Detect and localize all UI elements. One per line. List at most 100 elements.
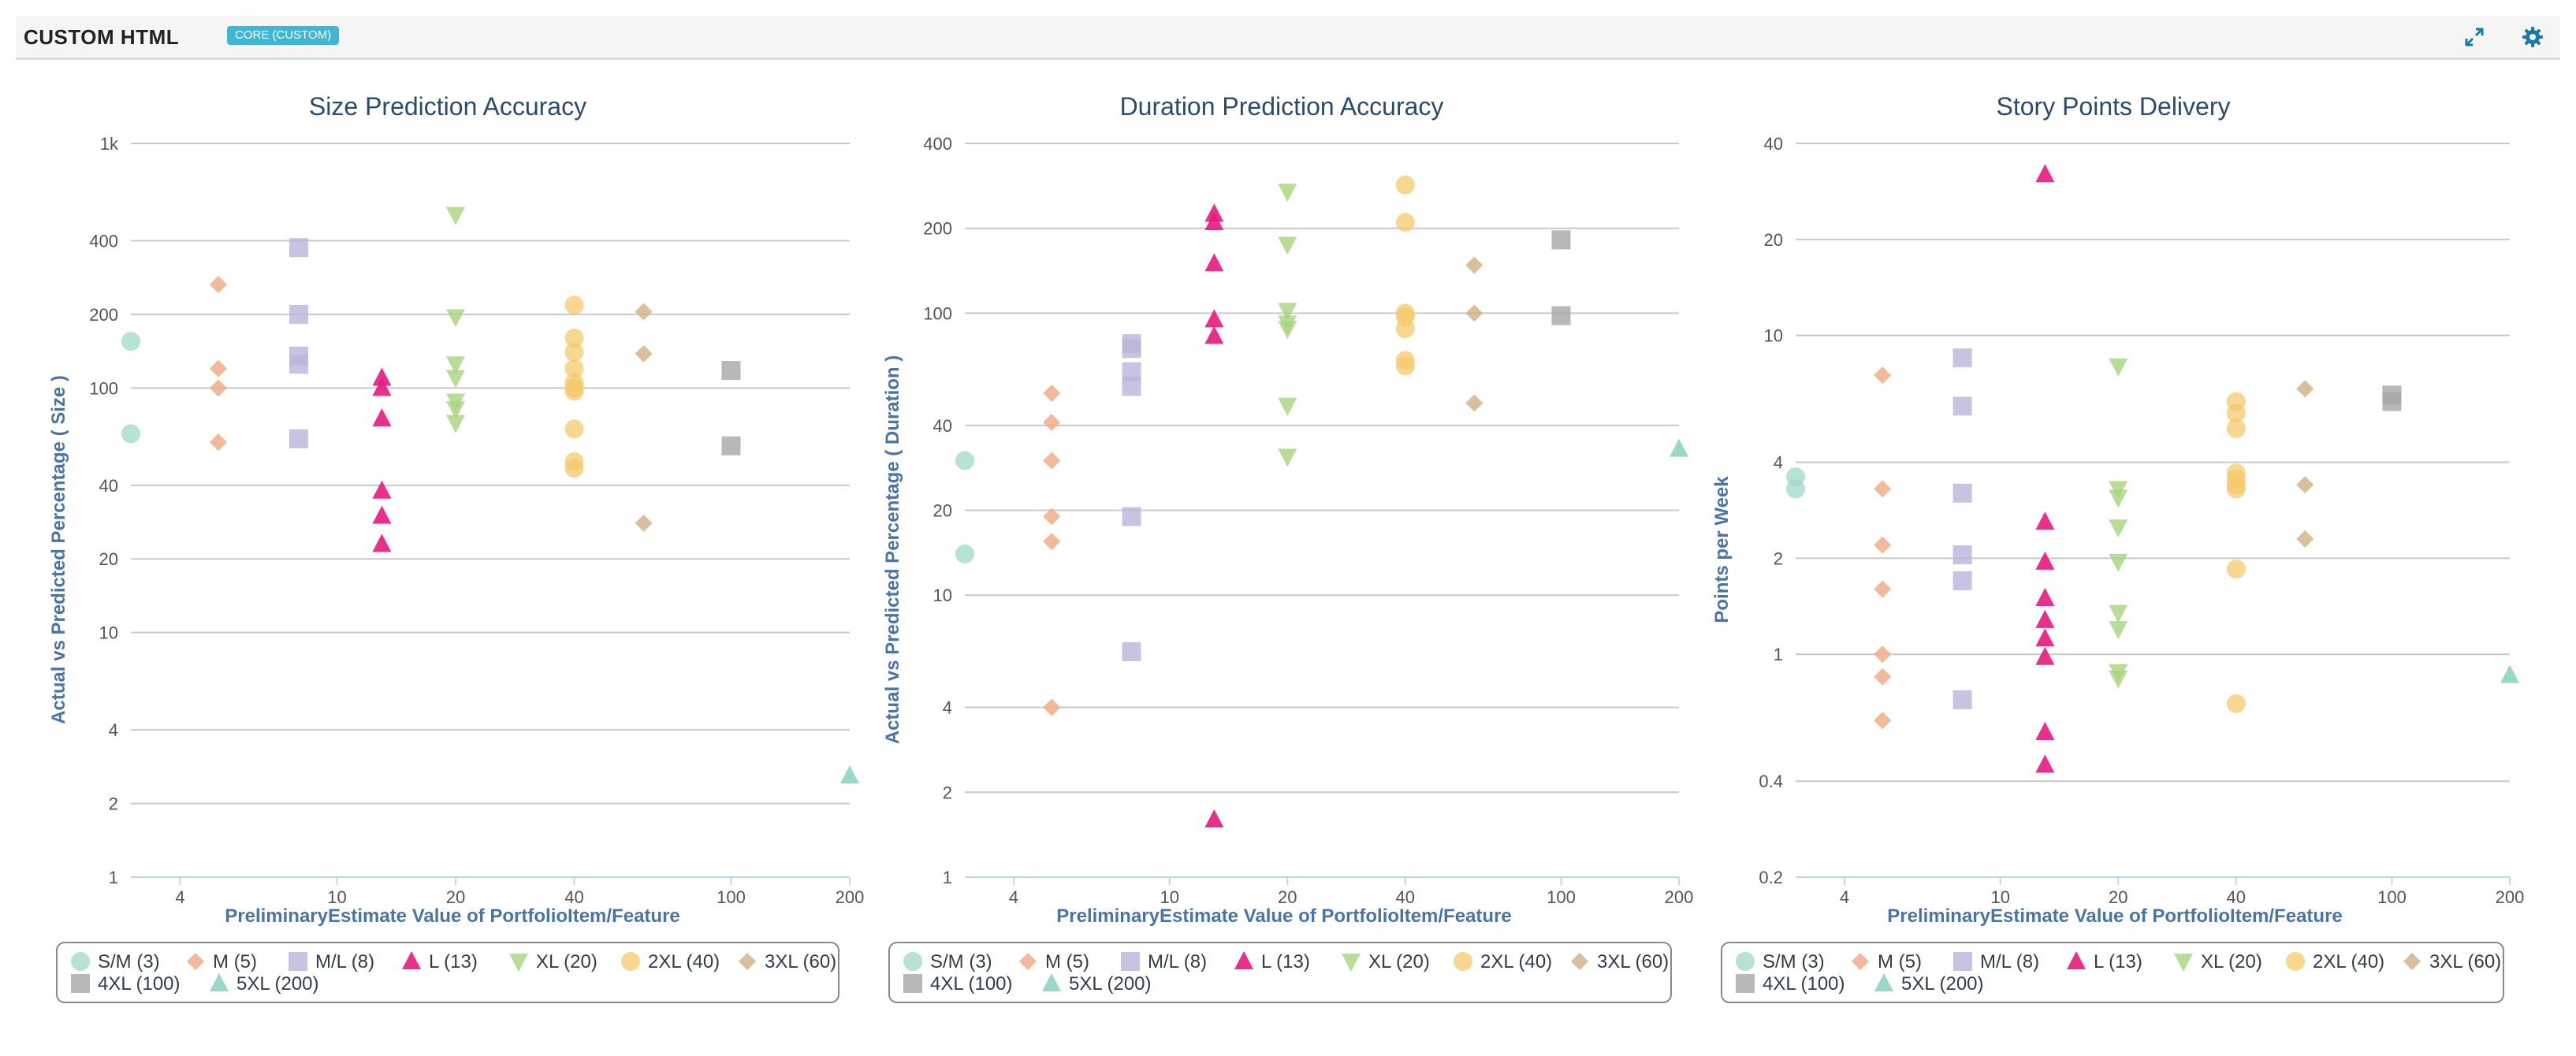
data-point[interactable] <box>564 328 584 348</box>
data-point[interactable] <box>2226 479 2246 499</box>
data-point[interactable] <box>1874 536 1892 554</box>
data-point[interactable] <box>209 379 227 397</box>
legend-symbol[interactable] <box>2174 954 2193 972</box>
legend-symbol[interactable] <box>739 953 756 970</box>
legend-item[interactable]: M (5) <box>187 951 257 972</box>
data-point[interactable] <box>2109 553 2128 572</box>
data-point[interactable] <box>288 304 308 324</box>
expand-icon[interactable] <box>2462 25 2486 49</box>
data-point[interactable] <box>1465 256 1483 274</box>
legend-symbol[interactable] <box>2286 952 2305 971</box>
data-point[interactable] <box>2382 392 2402 411</box>
legend-symbol[interactable] <box>1019 953 1037 970</box>
data-point[interactable] <box>635 344 653 363</box>
legend-item[interactable]: L (13) <box>402 951 478 972</box>
data-point[interactable] <box>209 433 227 452</box>
legend-symbol[interactable] <box>1852 953 1869 970</box>
legend-item[interactable]: 3XL (60) <box>739 951 836 972</box>
data-point[interactable] <box>1952 348 1972 368</box>
data-point[interactable] <box>635 303 653 321</box>
data-point[interactable] <box>1204 809 1224 827</box>
data-point[interactable] <box>1278 321 1297 340</box>
legend-symbol[interactable] <box>1454 952 1472 971</box>
legend-item[interactable]: XL (20) <box>1342 951 1430 972</box>
data-point[interactable] <box>209 359 227 377</box>
data-point[interactable] <box>2035 587 2055 606</box>
data-point[interactable] <box>1551 230 1571 250</box>
legend-symbol[interactable] <box>903 974 922 993</box>
data-point[interactable] <box>1952 483 1972 503</box>
data-point[interactable] <box>288 238 308 258</box>
legend-item[interactable]: M/L (8) <box>1953 951 2039 972</box>
legend-item[interactable]: 2XL (40) <box>2286 951 2384 972</box>
legend-item[interactable]: XL (20) <box>509 951 597 972</box>
legend-symbol[interactable] <box>1121 952 1140 971</box>
data-point[interactable] <box>564 342 584 362</box>
data-point[interactable] <box>2035 511 2055 530</box>
data-point[interactable] <box>2226 693 2246 713</box>
legend-item[interactable]: XL (20) <box>2174 951 2262 972</box>
legend-symbol[interactable] <box>1874 973 1893 991</box>
legend-item[interactable]: S/M (3) <box>903 951 992 972</box>
legend-item[interactable]: S/M (3) <box>1736 951 1825 972</box>
data-point[interactable] <box>2035 646 2055 665</box>
legend-item[interactable]: 2XL (40) <box>1454 951 1552 972</box>
data-point[interactable] <box>1043 385 1061 403</box>
data-point[interactable] <box>445 415 465 433</box>
data-point[interactable] <box>1874 366 1892 385</box>
data-point[interactable] <box>288 355 308 374</box>
data-point[interactable] <box>2500 664 2519 683</box>
data-point[interactable] <box>2109 519 2128 538</box>
legend-item[interactable]: M/L (8) <box>1121 951 1207 972</box>
data-point[interactable] <box>2035 609 2055 628</box>
data-point[interactable] <box>2035 754 2055 773</box>
data-point[interactable] <box>1465 394 1483 412</box>
data-point[interactable] <box>372 408 392 427</box>
legend-symbol[interactable] <box>1042 973 1061 991</box>
data-point[interactable] <box>564 459 584 478</box>
legend-symbol[interactable] <box>1342 954 1361 972</box>
data-point[interactable] <box>372 534 392 552</box>
legend-item[interactable]: 5XL (200) <box>210 973 319 995</box>
data-point[interactable] <box>564 296 584 315</box>
legend-item[interactable]: S/M (3) <box>71 951 160 972</box>
data-point[interactable] <box>1952 690 1972 709</box>
legend-item[interactable]: L (13) <box>2067 951 2142 972</box>
data-point[interactable] <box>2109 670 2128 689</box>
data-point[interactable] <box>1278 184 1297 203</box>
data-point[interactable] <box>209 275 227 293</box>
legend-symbol[interactable] <box>187 953 204 970</box>
data-point[interactable] <box>564 359 584 378</box>
data-point[interactable] <box>445 370 465 389</box>
data-point[interactable] <box>2109 604 2128 623</box>
legend-symbol[interactable] <box>2403 953 2421 970</box>
data-point[interactable] <box>840 765 859 784</box>
legend-symbol[interactable] <box>1953 952 1972 971</box>
data-point[interactable] <box>1395 213 1415 232</box>
data-point[interactable] <box>1874 645 1892 664</box>
data-point[interactable] <box>635 514 653 532</box>
data-point[interactable] <box>1952 396 1972 416</box>
data-point[interactable] <box>1122 339 1141 359</box>
data-point[interactable] <box>1874 712 1892 730</box>
data-point[interactable] <box>1952 571 1972 590</box>
data-point[interactable] <box>564 381 584 401</box>
legend-symbol[interactable] <box>288 952 307 971</box>
data-point[interactable] <box>372 505 392 524</box>
legend-item[interactable]: 4XL (100) <box>71 973 181 995</box>
data-point[interactable] <box>372 367 392 386</box>
data-point[interactable] <box>1395 356 1415 376</box>
legend-symbol[interactable] <box>1234 951 1253 969</box>
data-point[interactable] <box>955 544 974 563</box>
data-point[interactable] <box>2226 403 2246 423</box>
data-point[interactable] <box>2296 476 2314 494</box>
data-point[interactable] <box>1395 319 1415 339</box>
legend-item[interactable]: 4XL (100) <box>1736 973 1845 995</box>
legend-symbol[interactable] <box>2067 951 2086 969</box>
legend-symbol[interactable] <box>1736 974 1755 993</box>
data-point[interactable] <box>564 419 584 439</box>
legend-symbol[interactable] <box>1571 953 1588 970</box>
legend-symbol[interactable] <box>621 952 640 971</box>
data-point[interactable] <box>1874 480 1892 498</box>
gear-icon[interactable] <box>2521 25 2544 49</box>
